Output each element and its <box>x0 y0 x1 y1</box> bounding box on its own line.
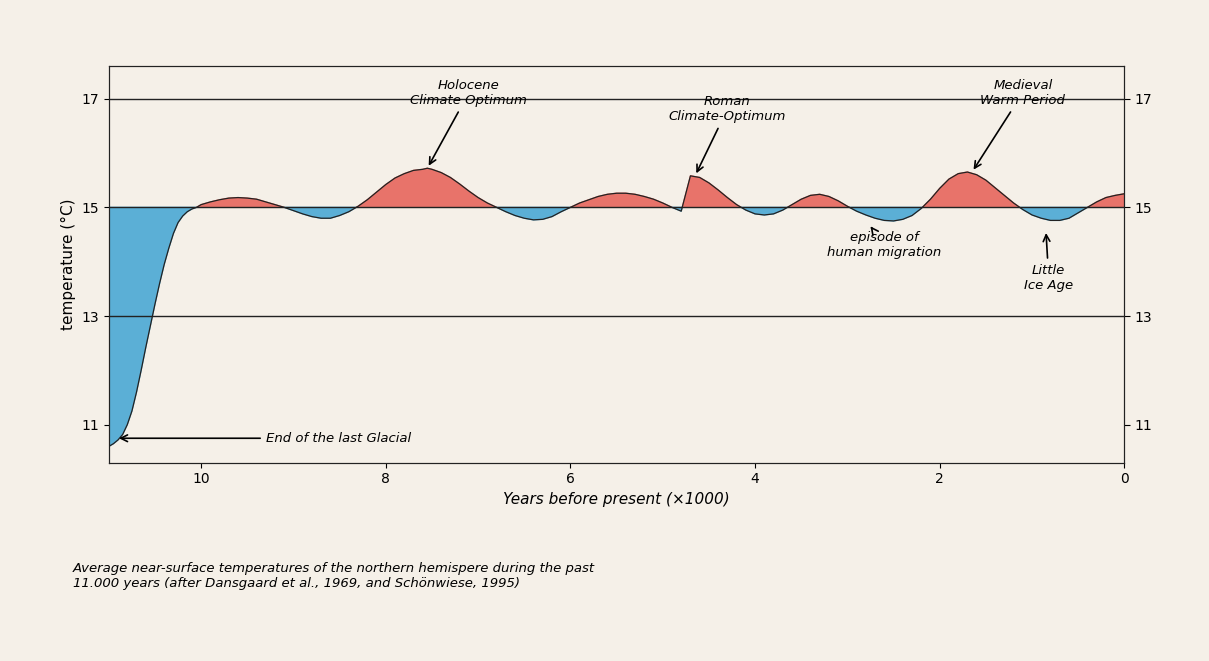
Text: Little
Ice Age: Little Ice Age <box>1024 235 1074 292</box>
Y-axis label: temperature (°C): temperature (°C) <box>60 199 76 330</box>
Text: Roman
Climate-Optimum: Roman Climate-Optimum <box>669 95 786 172</box>
Text: End of the last Glacial: End of the last Glacial <box>121 432 411 445</box>
Text: Holocene
Climate Optimum: Holocene Climate Optimum <box>410 79 527 164</box>
X-axis label: Years before present (×1000): Years before present (×1000) <box>503 492 730 507</box>
Text: episode of
human migration: episode of human migration <box>827 227 942 259</box>
Text: Average near-surface temperatures of the northern hemispere during the past
11.0: Average near-surface temperatures of the… <box>73 562 595 590</box>
Text: Medieval
Warm Period: Medieval Warm Period <box>974 79 1065 168</box>
